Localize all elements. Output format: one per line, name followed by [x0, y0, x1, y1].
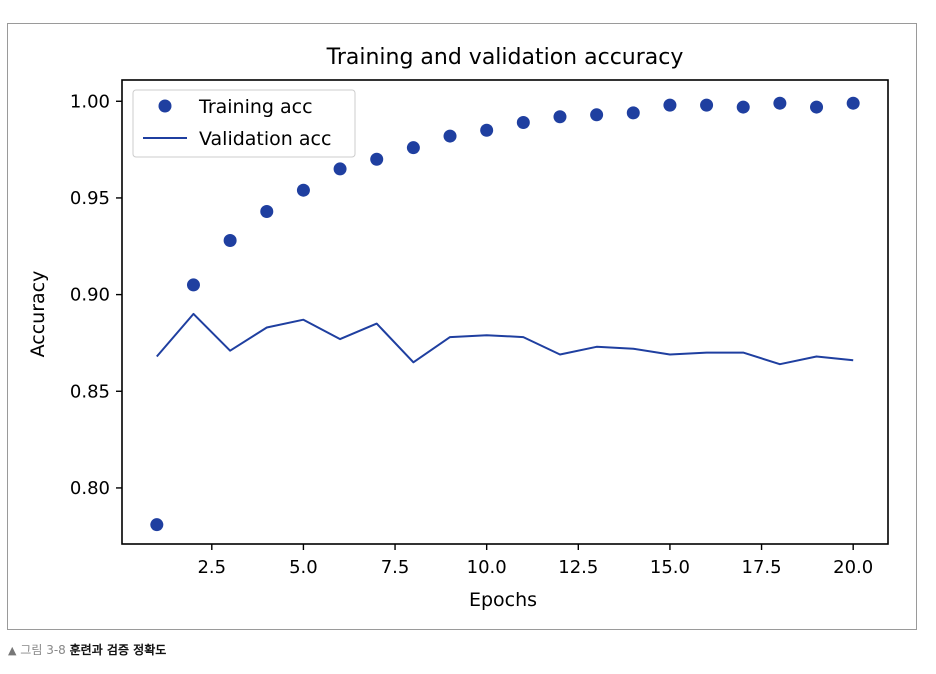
training-acc-point — [590, 108, 604, 122]
x-tick-label: 20.0 — [833, 557, 873, 578]
caption-figure-number: 그림 3-8 — [20, 643, 66, 657]
training-acc-point — [333, 162, 347, 176]
training-acc-point — [150, 518, 164, 532]
training-acc-point — [223, 233, 237, 247]
accuracy-chart: Training and validation accuracy Epochs … — [27, 45, 889, 611]
training-acc-point — [186, 278, 200, 292]
training-acc-point — [700, 98, 714, 112]
legend-training-label: Training acc — [198, 96, 313, 118]
legend-validation-label: Validation acc — [199, 128, 331, 150]
y-tick-label: 0.95 — [70, 188, 110, 209]
training-acc-point — [296, 183, 310, 197]
training-acc-point — [406, 141, 420, 155]
training-acc-point — [480, 123, 494, 137]
x-tick-label: 15.0 — [650, 557, 690, 578]
validation-acc-line — [156, 312, 854, 366]
training-acc-point — [773, 96, 787, 110]
training-acc-point — [663, 98, 677, 112]
x-tick-label: 5.0 — [289, 557, 318, 578]
training-acc-point — [846, 96, 860, 110]
legend-box — [132, 89, 356, 158]
figure-caption: ▲ 그림 3-8 훈련과 검증 정확도 — [8, 641, 166, 658]
legend: Training acc Validation acc — [132, 89, 356, 158]
x-tick-label: 17.5 — [742, 557, 782, 578]
caption-triangle-icon: ▲ — [8, 644, 17, 657]
x-axis-label: Epochs — [469, 589, 537, 611]
training-acc-point — [810, 100, 824, 114]
y-tick-label: 0.85 — [70, 381, 110, 402]
training-acc-point — [443, 129, 457, 143]
y-tick-label: 0.80 — [70, 478, 110, 499]
training-acc-point — [626, 106, 640, 120]
training-acc-point — [516, 116, 530, 130]
y-tick-label: 0.90 — [70, 285, 110, 306]
training-acc-point — [736, 100, 750, 114]
x-tick-label: 7.5 — [381, 557, 410, 578]
legend-training-marker — [158, 99, 172, 113]
training-acc-point — [260, 204, 274, 218]
chart-title: Training and validation accuracy — [326, 45, 684, 70]
training-acc-point — [370, 152, 384, 166]
x-tick-label: 12.5 — [558, 557, 598, 578]
y-axis-label: Accuracy — [27, 271, 49, 358]
caption-text: 훈련과 검증 정확도 — [69, 643, 167, 657]
training-acc-point — [553, 110, 567, 124]
x-tick-label: 10.0 — [467, 557, 507, 578]
x-tick-label: 2.5 — [197, 557, 226, 578]
plot-area-frame — [121, 79, 889, 545]
y-tick-label: 1.00 — [70, 91, 110, 112]
